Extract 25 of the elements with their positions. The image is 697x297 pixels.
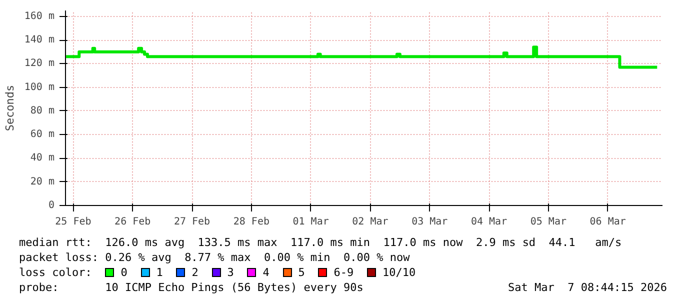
y-tick-label: 100 m — [24, 82, 55, 93]
y-tick-label: 140 m — [24, 34, 55, 46]
y-tick-label: 80 m — [30, 105, 55, 116]
y-tick-label: 60 m — [30, 129, 55, 140]
x-tick-label: 28 Feb — [233, 216, 270, 228]
text: median rtt: 126.0 ms avg 133.5 ms max 117.0 ms min 117.0 ms now 2.9 ms sd 44.1 am/s — [19, 235, 623, 250]
y-axis-title: Seconds — [3, 84, 16, 132]
text: packet loss: 0.26 % avg 8.77 % max 0.00 % min 0.00 % now — [19, 250, 411, 265]
y-tick-label: 0 — [48, 200, 55, 211]
x-tick-label: 06 Mar — [590, 216, 626, 228]
y-tick-label: 40 m — [30, 152, 55, 164]
x-tick-label: 02 Mar — [352, 216, 388, 228]
x-tick-label: 01 Mar — [292, 216, 329, 228]
x-tick-label: 05 Mar — [530, 216, 566, 228]
y-tick-label: 120 m — [24, 58, 55, 70]
x-tick-label: 26 Feb — [114, 216, 151, 228]
y-tick-label: 160 m — [24, 10, 55, 22]
x-tick-label: 04 Mar — [470, 216, 508, 228]
x-tick-label: 27 Feb — [174, 216, 210, 228]
x-tick-label: 25 Feb — [55, 216, 92, 228]
x-tick-label: 03 Mar — [412, 216, 448, 228]
text: Sat Mar 7 08:44:15 2026 — [508, 280, 667, 295]
y-tick-label: 20 m — [30, 176, 55, 188]
text: probe: 10 ICMP Echo Pings (56 Bytes) every 90s — [19, 281, 364, 294]
text: loss color: 0 1 2 3 4 5 6-9 10/10 — [19, 266, 416, 279]
